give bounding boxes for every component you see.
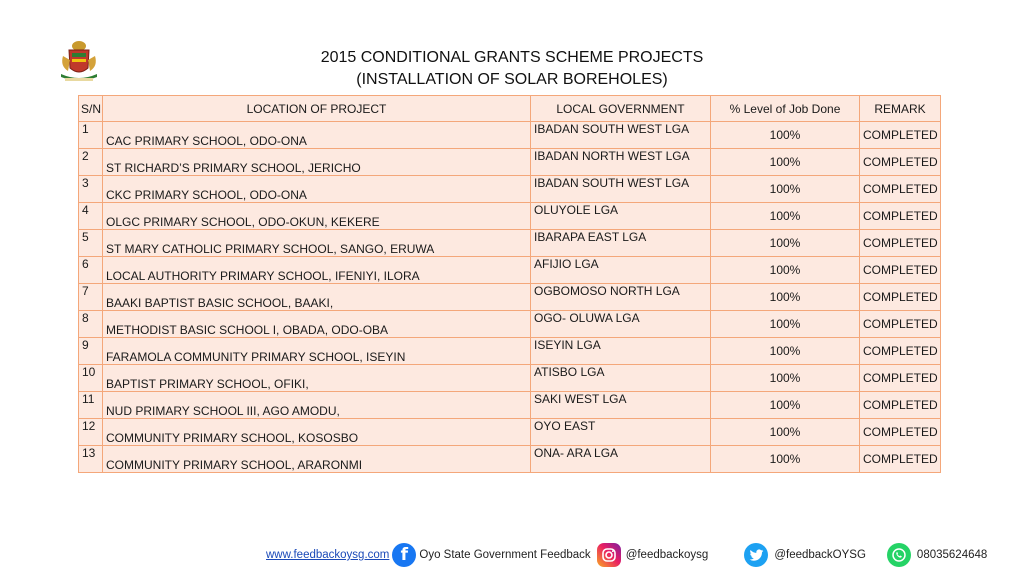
row-level-of-job-done: 100% — [710, 175, 860, 203]
row-sn: 10 — [78, 364, 103, 392]
whatsapp-number[interactable]: 08035624648 — [916, 549, 988, 561]
table-row: 2 ST RICHARD’S PRIMARY SCHOOL, JERICHO IBA… — [78, 148, 941, 176]
row-level-of-job-done: 100% — [710, 256, 860, 284]
row-level-of-job-done: 100% — [710, 121, 860, 149]
column-header-location: LOCATION OF PROJECT — [102, 95, 531, 122]
row-remark: COMPLETED — [859, 175, 941, 203]
row-sn: 5 — [78, 229, 103, 257]
row-remark: COMPLETED — [859, 337, 941, 365]
instagram-handle[interactable]: @feedbackoysg — [625, 549, 709, 561]
footer-contacts: www.feedbackoysg.com f Oyo State Governm… — [266, 542, 987, 568]
row-remark: COMPLETED — [859, 148, 941, 176]
row-level-of-job-done: 100% — [710, 148, 860, 176]
row-level-of-job-done: 100% — [710, 391, 860, 419]
row-sn: 7 — [78, 283, 103, 311]
row-sn: 2 — [78, 148, 103, 176]
row-sn: 13 — [78, 445, 103, 473]
row-remark: COMPLETED — [859, 310, 941, 338]
page-subtitle: (INSTALLATION OF SOLAR BOREHOLES) — [356, 71, 668, 88]
row-local-government: IBADAN SOUTH WEST LGA — [530, 175, 711, 203]
row-local-government: OGBOMOSO NORTH LGA — [530, 283, 711, 311]
table-header-row: S/N LOCATION OF PROJECT LOCAL GOVERNMENT… — [78, 95, 941, 122]
row-location: OLGC PRIMARY SCHOOL, ODO-OKUN, KEKERE — [102, 202, 531, 230]
row-location: ST MARY CATHOLIC PRIMARY SCHOOL, SANGO, … — [102, 229, 531, 257]
row-level-of-job-done: 100% — [710, 418, 860, 446]
row-level-of-job-done: 100% — [710, 337, 860, 365]
row-level-of-job-done: 100% — [710, 310, 860, 338]
whatsapp-icon[interactable] — [886, 543, 911, 567]
website-link[interactable]: www.feedbackoysg.com — [266, 549, 390, 561]
row-local-government: ISEYIN LGA — [530, 337, 711, 365]
table-row: 4 OLGC PRIMARY SCHOOL, ODO-OKUN, KEKERE OL… — [78, 202, 941, 230]
row-location: BAPTIST PRIMARY SCHOOL, OFIKI, — [102, 364, 531, 392]
column-header-remark: REMARK — [859, 95, 941, 122]
row-remark: COMPLETED — [859, 364, 941, 392]
row-remark: COMPLETED — [859, 283, 941, 311]
table-row: 9 FARAMOLA COMMUNITY PRIMARY SCHOOL, ISEY… — [78, 337, 941, 365]
row-sn: 4 — [78, 202, 103, 230]
row-local-government: ATISBO LGA — [530, 364, 711, 392]
row-location: COMMUNITY PRIMARY SCHOOL, KOSOSBO — [102, 418, 531, 446]
row-level-of-job-done: 100% — [710, 445, 860, 473]
row-local-government: OLUYOLE LGA — [530, 202, 711, 230]
table-row: 3 CKC PRIMARY SCHOOL, ODO-ONA IBADAN SOUTH… — [78, 175, 941, 203]
row-location: LOCAL AUTHORITY PRIMARY SCHOOL, IFENIYI,… — [102, 256, 531, 284]
row-local-government: IBARAPA EAST LGA — [530, 229, 711, 257]
row-remark: COMPLETED — [859, 229, 941, 257]
row-level-of-job-done: 100% — [710, 364, 860, 392]
twitter-icon[interactable] — [744, 543, 769, 567]
row-sn: 9 — [78, 337, 103, 365]
table-row: 6 LOCAL AUTHORITY PRIMARY SCHOOL, IFENIYI… — [78, 256, 941, 284]
row-sn: 11 — [78, 391, 103, 419]
row-local-government: ONA- ARA LGA — [530, 445, 711, 473]
facebook-icon[interactable]: f — [392, 543, 417, 567]
table-row: 8 METHODIST BASIC SCHOOL I, OBADA, ODO-OB… — [78, 310, 941, 338]
row-sn: 12 — [78, 418, 103, 446]
row-location: ST RICHARD’S PRIMARY SCHOOL, JERICHO — [102, 148, 531, 176]
row-local-government: IBADAN SOUTH WEST LGA — [530, 121, 711, 149]
row-location: NUD PRIMARY SCHOOL III, AGO AMODU, — [102, 391, 531, 419]
table-row: 12 COMMUNITY PRIMARY SCHOOL, KOSOSBO OYO E… — [78, 418, 941, 446]
table-row: 13 COMMUNITY PRIMARY SCHOOL, ARARONMI ONA-… — [78, 445, 941, 473]
row-location: FARAMOLA COMMUNITY PRIMARY SCHOOL, ISEYI… — [102, 337, 531, 365]
row-location: CAC PRIMARY SCHOOL, ODO-ONA — [102, 121, 531, 149]
row-remark: COMPLETED — [859, 445, 941, 473]
row-local-government: OYO EAST — [530, 418, 711, 446]
table-row: 7 BAAKI BAPTIST BASIC SCHOOL, BAAKI, OGBOM… — [78, 283, 941, 311]
row-remark: COMPLETED — [859, 391, 941, 419]
column-header-sn: S/N — [78, 95, 103, 122]
coat-of-arms-logo — [61, 41, 97, 81]
table-row: 5 ST MARY CATHOLIC PRIMARY SCHOOL, SANGO,… — [78, 229, 941, 257]
row-sn: 3 — [78, 175, 103, 203]
column-header-local-government: LOCAL GOVERNMENT — [530, 95, 711, 122]
row-local-government: AFIJIO LGA — [530, 256, 711, 284]
row-sn: 6 — [78, 256, 103, 284]
row-remark: COMPLETED — [859, 202, 941, 230]
instagram-icon[interactable] — [596, 543, 621, 567]
page-title: 2015 CONDITIONAL GRANTS SCHEME PROJECTS — [320, 49, 704, 66]
twitter-handle[interactable]: @feedbackOYSG — [774, 549, 866, 561]
row-remark: COMPLETED — [859, 121, 941, 149]
row-level-of-job-done: 100% — [710, 202, 860, 230]
row-sn: 8 — [78, 310, 103, 338]
row-local-government: IBADAN NORTH WEST LGA — [530, 148, 711, 176]
row-location: CKC PRIMARY SCHOOL, ODO-ONA — [102, 175, 531, 203]
projects-table: S/N LOCATION OF PROJECT LOCAL GOVERNMENT… — [78, 95, 941, 473]
row-local-government: SAKI WEST LGA — [530, 391, 711, 419]
row-level-of-job-done: 100% — [710, 283, 860, 311]
row-remark: COMPLETED — [859, 418, 941, 446]
row-location: BAAKI BAPTIST BASIC SCHOOL, BAAKI, — [102, 283, 531, 311]
row-remark: COMPLETED — [859, 256, 941, 284]
table-row: 11 NUD PRIMARY SCHOOL III, AGO AMODU, SAKI… — [78, 391, 941, 419]
row-location: METHODIST BASIC SCHOOL I, OBADA, ODO-OBA — [102, 310, 531, 338]
table-row: 10 BAPTIST PRIMARY SCHOOL, OFIKI, ATISBO L… — [78, 364, 941, 392]
row-location: COMMUNITY PRIMARY SCHOOL, ARARONMI — [102, 445, 531, 473]
row-local-government: OGO- OLUWA LGA — [530, 310, 711, 338]
row-sn: 1 — [78, 121, 103, 149]
table-row: 1 CAC PRIMARY SCHOOL, ODO-ONA IBADAN SOUTH… — [78, 121, 941, 149]
row-level-of-job-done: 100% — [710, 229, 860, 257]
facebook-handle[interactable]: Oyo State Government Feedback — [419, 549, 591, 561]
column-header-level: % Level of Job Done — [710, 95, 860, 122]
